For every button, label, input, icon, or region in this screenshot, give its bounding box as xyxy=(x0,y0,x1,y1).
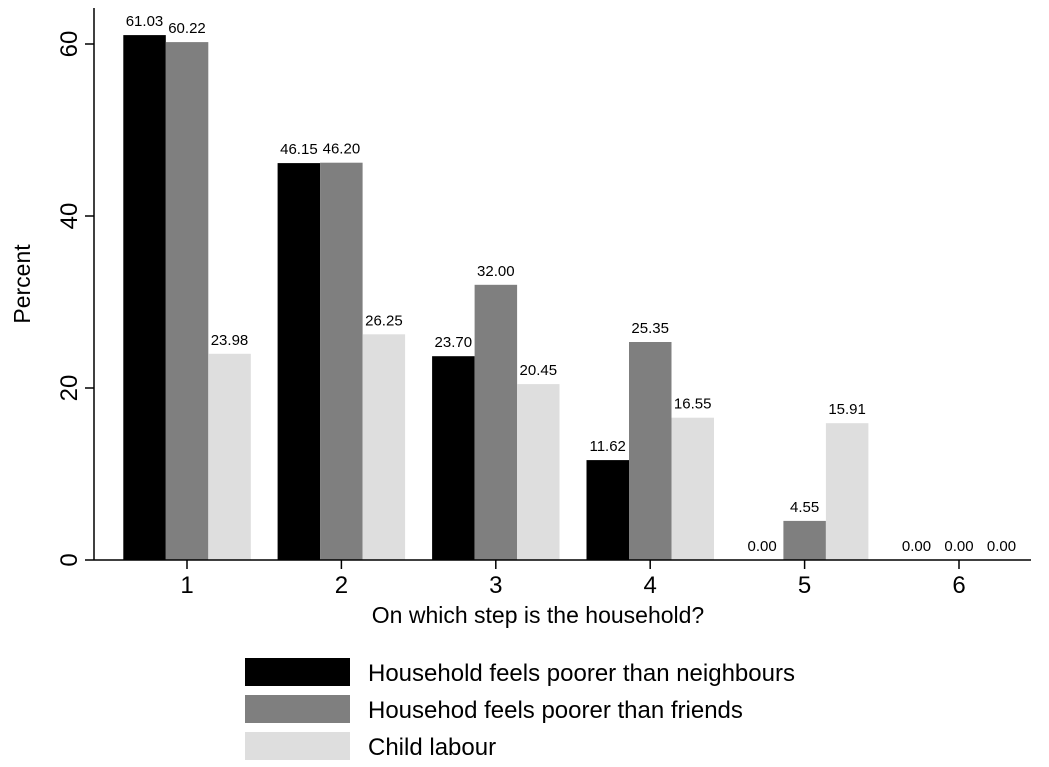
x-tick-label: 3 xyxy=(489,572,502,599)
data-label: 4.55 xyxy=(790,499,819,516)
data-label: 46.20 xyxy=(323,141,361,158)
bar-2-1 xyxy=(165,42,209,561)
bar-2-4 xyxy=(629,342,672,560)
legend-swatch-1 xyxy=(245,658,350,686)
bar-2-2 xyxy=(320,162,363,560)
legend-label-1: Household feels poorer than neighbours xyxy=(368,660,795,687)
data-labels-group: 61.03 60.22 23.98 46.15 46.20 26.25 23.70 32.00… xyxy=(126,13,1016,555)
x-tick-label: 2 xyxy=(335,572,348,599)
y-tick-label: 20 xyxy=(56,375,83,402)
x-axis-title: On which step is the household? xyxy=(372,602,704,628)
x-tick-label: 1 xyxy=(180,572,193,599)
legend-swatch-2 xyxy=(245,695,350,723)
legend: Household feels poorer than neighbours Ho… xyxy=(245,658,795,761)
y-tick-label: 60 xyxy=(56,31,83,58)
data-label: 15.91 xyxy=(828,401,866,418)
bar-2-5 xyxy=(783,520,826,560)
legend-label-3: Child labour xyxy=(368,734,496,761)
y-ticks-group: 0 20 40 60 xyxy=(56,31,94,567)
data-label: 25.35 xyxy=(631,320,669,337)
data-label: 46.15 xyxy=(280,141,318,158)
bar-1-4 xyxy=(586,460,629,560)
x-tick-label: 5 xyxy=(798,572,811,599)
data-label: 32.00 xyxy=(477,263,515,280)
data-label: 61.03 xyxy=(126,13,164,30)
data-label: 26.25 xyxy=(365,312,403,329)
data-label: 20.45 xyxy=(520,362,558,379)
bar-3-2 xyxy=(362,334,406,561)
y-tick-label: 0 xyxy=(56,553,83,566)
bar-3-5 xyxy=(825,423,869,560)
data-label: 0.00 xyxy=(902,538,931,555)
bar-3-4 xyxy=(671,417,714,560)
data-label: 60.22 xyxy=(168,20,206,37)
data-label: 0.00 xyxy=(747,538,776,555)
x-tick-label: 6 xyxy=(952,572,965,599)
bar-3-3 xyxy=(517,384,560,560)
bars-group xyxy=(123,35,869,561)
bar-1-2 xyxy=(277,163,321,560)
legend-label-2: Househod feels poorer than friends xyxy=(368,697,743,724)
data-label: 11.62 xyxy=(589,438,625,455)
y-tick-label: 40 xyxy=(56,203,83,230)
data-label: 16.55 xyxy=(674,396,712,413)
bar-1-3 xyxy=(432,356,475,560)
data-label: 23.70 xyxy=(435,334,473,351)
data-label: 23.98 xyxy=(211,332,249,349)
x-ticks-group: 1 2 3 4 5 6 xyxy=(180,560,966,599)
x-tick-label: 4 xyxy=(644,572,657,599)
bar-1-1 xyxy=(123,35,166,561)
y-axis-title: Percent xyxy=(9,244,35,324)
bar-3-1 xyxy=(208,353,251,560)
bar-2-3 xyxy=(474,284,518,560)
data-label: 0.00 xyxy=(944,538,973,555)
axes-group xyxy=(93,8,1031,561)
data-label: 0.00 xyxy=(987,538,1016,555)
legend-swatch-3 xyxy=(245,732,350,760)
